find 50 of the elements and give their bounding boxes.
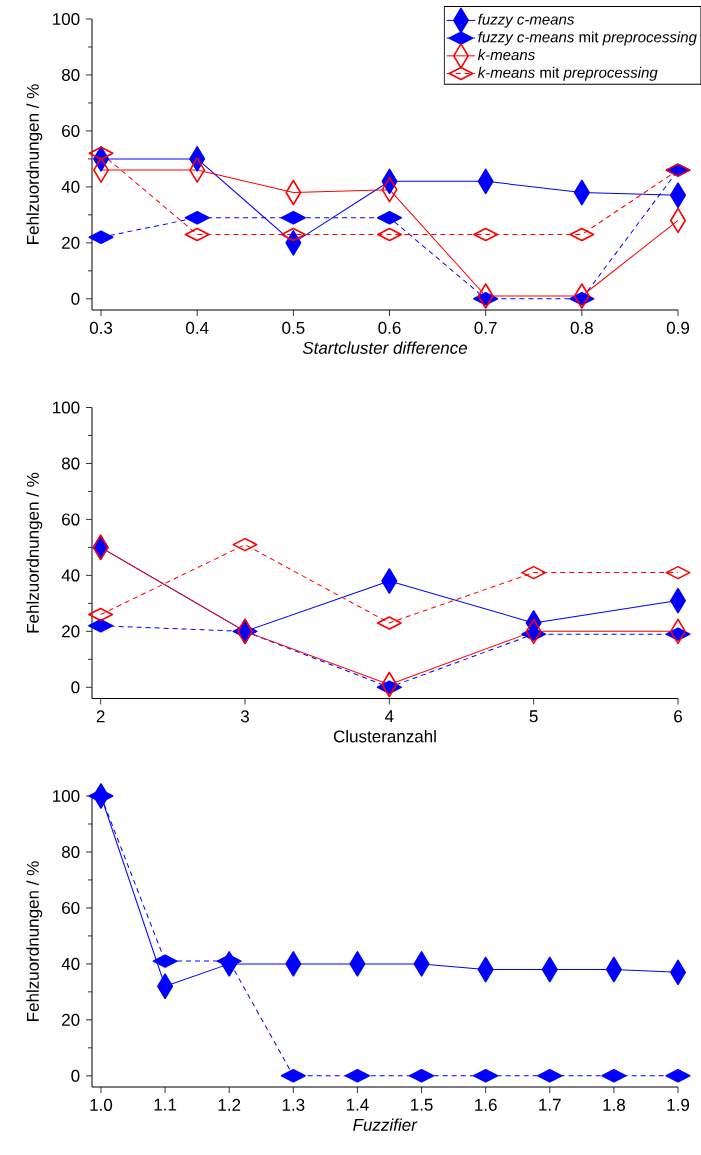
y-tick-label: 80 bbox=[61, 68, 80, 81]
x-tick-label: 1.5 bbox=[410, 1098, 433, 1111]
y-tick-label: 100 bbox=[52, 789, 80, 803]
x-tick-label: 1.8 bbox=[603, 1098, 625, 1111]
legend-label: fuzzy c-means mit preprocessing bbox=[477, 31, 697, 46]
x-tick-label: 1.0 bbox=[90, 1098, 112, 1111]
y-tick-label: 80 bbox=[61, 845, 80, 858]
y-axis-title: Fehlzuordnungen / % bbox=[26, 84, 43, 244]
x-tick-label: 1.3 bbox=[282, 1098, 305, 1111]
y-tick-label: 20 bbox=[61, 236, 80, 249]
x-tick-label: 1.1 bbox=[154, 1098, 176, 1111]
y-tick-label: 60 bbox=[61, 513, 80, 526]
x-tick-label: 0.3 bbox=[89, 321, 112, 334]
y-axis-title: Fehlzuordnungen / % bbox=[26, 861, 43, 1021]
y-tick-label: 100 bbox=[52, 12, 80, 26]
x-tick-label: 5 bbox=[529, 710, 538, 723]
y-axis-title: Fehlzuordnungen / % bbox=[26, 472, 43, 633]
y-tick-label: 0 bbox=[71, 1069, 80, 1082]
x-tick-label: 1.9 bbox=[667, 1098, 689, 1111]
x-tick-label: 2 bbox=[96, 710, 105, 723]
x-tick-label: 4 bbox=[384, 710, 394, 723]
x-tick-label: 0.6 bbox=[378, 321, 401, 334]
y-tick-label: 20 bbox=[61, 625, 80, 638]
y-tick-label: 0 bbox=[71, 292, 80, 305]
x-tick-label: 1.4 bbox=[346, 1098, 369, 1111]
legend-label: fuzzy c-means bbox=[477, 13, 574, 28]
x-axis-title: Clusteranzahl bbox=[333, 729, 436, 743]
x-tick-label: 6 bbox=[673, 710, 682, 723]
x-tick-label: 0.5 bbox=[281, 321, 305, 334]
x-axis-title: Fuzzifier bbox=[352, 1118, 418, 1131]
x-tick-label: 3 bbox=[240, 710, 249, 723]
legend-label: k-means mit preprocessing bbox=[477, 66, 658, 81]
y-tick-label: 0 bbox=[71, 681, 80, 694]
x-tick-label: 1.2 bbox=[218, 1098, 240, 1111]
y-tick-label: 20 bbox=[61, 1013, 80, 1026]
x-tick-label: 1.6 bbox=[474, 1098, 497, 1111]
y-tick-label: 60 bbox=[61, 901, 80, 914]
x-tick-label: 0.8 bbox=[570, 321, 593, 334]
x-tick-label: 0.7 bbox=[474, 321, 497, 334]
x-tick-label: 0.9 bbox=[666, 321, 689, 334]
x-tick-label: 1.7 bbox=[539, 1098, 561, 1111]
y-tick-label: 40 bbox=[61, 957, 80, 970]
x-axis-title: Startcluster difference bbox=[302, 341, 467, 354]
y-tick-label: 60 bbox=[61, 124, 80, 137]
y-tick-label: 100 bbox=[52, 401, 80, 414]
y-tick-label: 40 bbox=[61, 180, 80, 193]
x-tick-label: 0.4 bbox=[185, 321, 209, 334]
y-tick-label: 80 bbox=[61, 457, 80, 470]
legend-label: k-means bbox=[477, 49, 535, 61]
y-tick-label: 40 bbox=[61, 569, 80, 582]
